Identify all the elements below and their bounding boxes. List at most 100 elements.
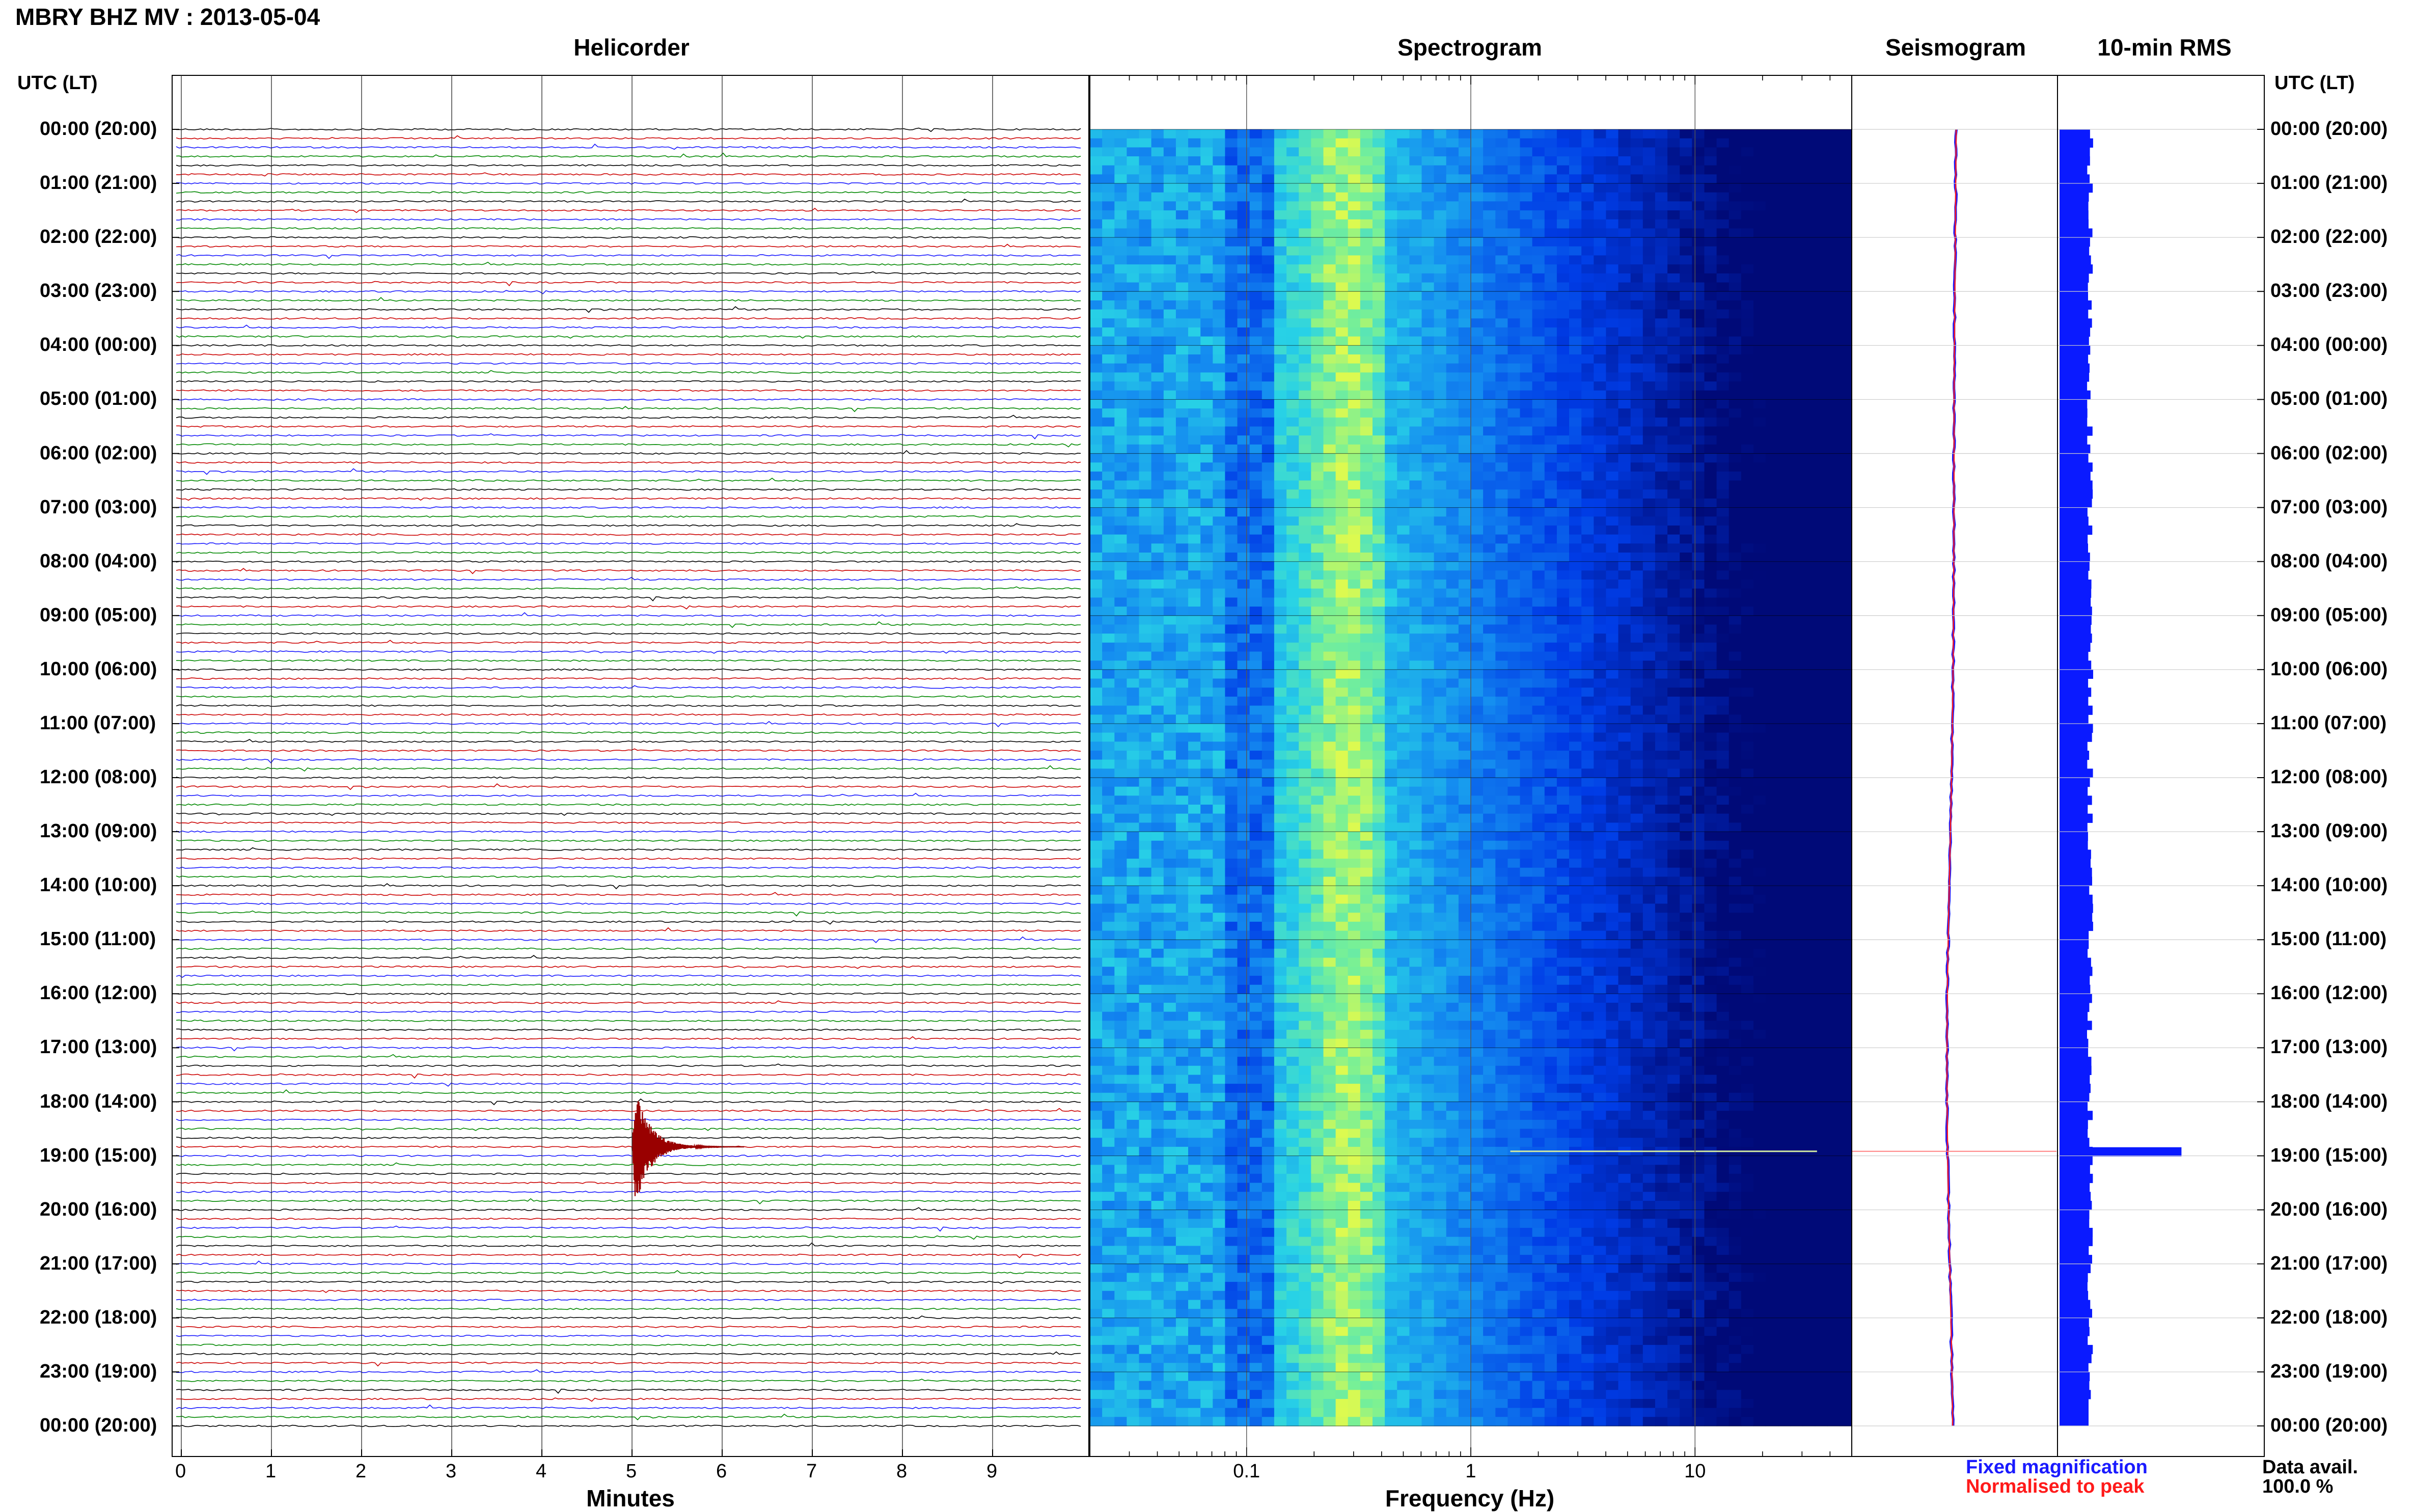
spectrogram-cell [1581,372,1595,382]
spectrogram-cell [1556,634,1570,643]
spectrogram-cell [1495,741,1508,751]
spectrogram-cell [1175,291,1189,301]
spectrogram-cell [1618,471,1631,481]
spectrogram-cell [1458,570,1471,580]
spectrogram-cell [1667,498,1680,508]
spectrogram-cell [1335,634,1349,643]
spectrogram-cell [1827,453,1840,463]
spectrogram-cell [1175,759,1189,769]
spectrogram-cell [1839,597,1852,607]
spectrogram-cell [1741,255,1754,265]
spectrogram-cell [1261,219,1275,229]
spectrogram-cell [1360,723,1373,733]
spectrogram-cell [1655,534,1668,544]
spectrogram-cell [1606,201,1619,211]
spectrogram-cell [1114,561,1128,571]
spectrogram-cell [1606,228,1619,238]
spectrogram-cell [1090,372,1103,382]
spectrogram-cell [1261,129,1275,139]
spectrogram-cell [1286,732,1299,742]
spectrogram-cell [1704,489,1717,499]
spectrogram-cell [1127,201,1140,211]
spectrogram-cell [1274,444,1287,454]
spectrogram-cell [1594,381,1607,391]
spectrogram-cell [1299,300,1312,310]
spectrogram-cell [1151,471,1164,481]
spectrogram-cell [1692,417,1705,427]
spectrogram-cell [1102,255,1115,265]
spectrogram-cell [1127,246,1140,256]
spectrogram-cell [1323,426,1336,436]
spectrogram-cell [1680,282,1693,292]
spectrogram-cell [1200,390,1214,400]
spectrogram-cell [1532,570,1545,580]
spectrogram-cell [1556,426,1570,436]
spectrogram-cell [1827,318,1840,328]
spectrogram-cell [1594,300,1607,310]
spectrogram-cell [1163,525,1176,535]
spectrogram-cell [1114,688,1128,697]
spectrogram-cell [1802,498,1816,508]
spectrogram-cell [1397,471,1410,481]
spectrogram-cell [1090,534,1103,544]
spectrogram-cell [1680,651,1693,661]
spectrogram-cell [1213,525,1226,535]
spectrogram-cell [1299,580,1312,589]
spectrogram-cell [1225,264,1238,274]
spectrogram-cell [1618,300,1631,310]
spectrogram-cell [1471,174,1484,184]
spectrogram-cell [1495,273,1508,283]
spectrogram-cell [1753,354,1766,364]
spectrogram-cell [1237,390,1250,400]
spectrogram-cell [1729,201,1742,211]
spectrogram-cell [1409,553,1422,562]
spectrogram-cell [1261,624,1275,634]
spectrogram-cell [1286,309,1299,319]
spectrogram-cell [1274,607,1287,616]
spectrogram-cell [1594,651,1607,661]
spectrogram-cell [1434,210,1447,220]
spectrogram-cell [1618,210,1631,220]
spectrogram-cell [1827,615,1840,625]
spectrogram-cell [1249,723,1263,733]
spectrogram-cell [1323,318,1336,328]
spectrogram-cell [1225,714,1238,724]
helicorder-trace [176,892,1081,896]
spectrogram-cell [1458,624,1471,634]
spectrogram-cell [1286,408,1299,418]
spectrogram-cell [1790,462,1803,472]
spectrogram-cell [1175,471,1189,481]
spectrogram-cell [1471,192,1484,202]
spectrogram-cell [1495,751,1508,760]
spectrogram-cell [1261,408,1275,418]
spectrogram-cell [1385,759,1397,769]
helicorder-trace [176,1307,1081,1310]
spectrogram-cell [1815,795,1828,805]
spectrogram-cell [1827,237,1840,247]
spectrogram-cell [1778,624,1791,634]
spectrogram-cell [1348,417,1361,427]
spectrogram-cell [1299,246,1312,256]
spectrogram-cell [1815,183,1828,193]
spectrogram-cell [1495,498,1508,508]
spectrogram-cell [1114,237,1128,247]
spectrogram-cell [1483,318,1496,328]
spectrogram-cell [1360,553,1373,562]
spectrogram-cell [1815,661,1828,670]
spectrogram-cell [1421,813,1435,823]
spectrogram-cell [1323,507,1336,517]
spectrogram-cell [1704,822,1717,832]
spectrogram-cell [1348,201,1361,211]
spectrogram-cell [1680,354,1693,364]
spectrogram-cell [1421,399,1435,409]
spectrogram-cell [1569,624,1582,634]
spectrogram-cell [1360,786,1373,796]
spectrogram-cell [1213,822,1226,832]
spectrogram-cell [1606,516,1619,526]
spectrogram-cell [1753,390,1766,400]
spectrogram-cell [1348,553,1361,562]
spectrogram-cell [1397,291,1410,301]
spectrogram-cell [1471,570,1484,580]
spectrogram-cell [1286,228,1299,238]
spectrogram-cell [1520,192,1533,202]
